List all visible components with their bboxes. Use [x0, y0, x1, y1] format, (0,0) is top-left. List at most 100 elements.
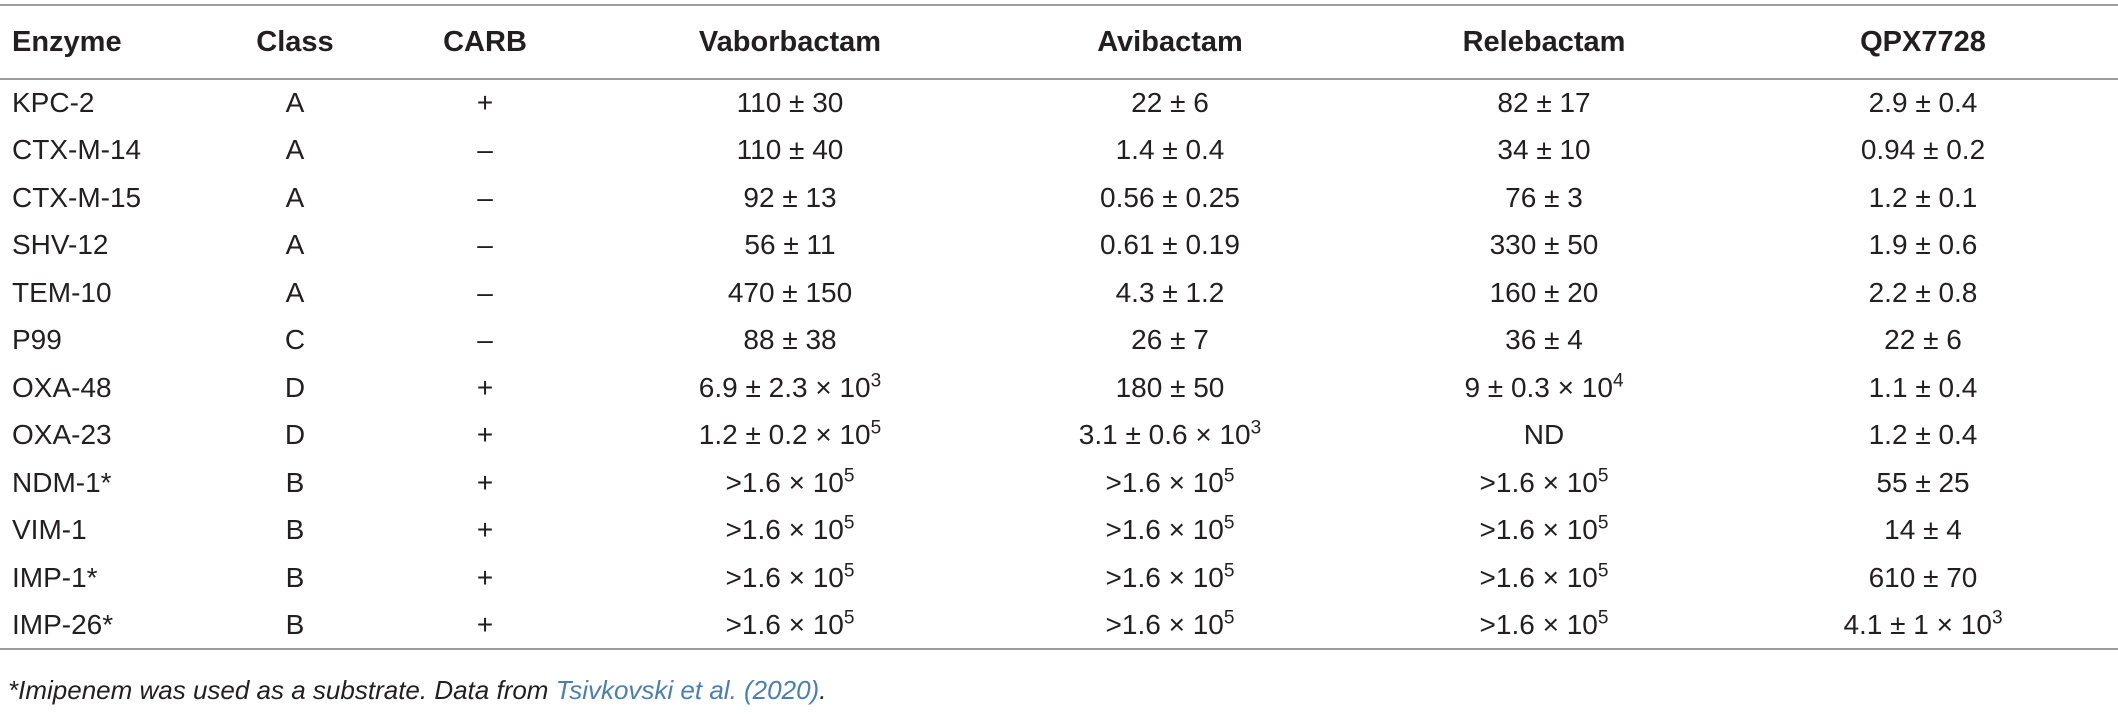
cell-class: A	[285, 276, 305, 308]
cell-relebactam: >1.6 × 105	[1479, 512, 1609, 546]
cell-enzyme: OXA-48	[12, 371, 112, 403]
table-row: TEM-10 A – 470 ± 150 4.3 ± 1.2 160 ± 20 2.2 ± …	[0, 269, 2118, 317]
cell-vaborbactam: 92 ± 13	[743, 181, 837, 213]
table-row: SHV-12 A – 56 ± 11 0.61 ± 0.19 330 ± 50 1.9 ± …	[0, 222, 2118, 270]
cell-relebactam: >1.6 × 105	[1479, 465, 1609, 498]
cell-relebactam: 76 ± 3	[1505, 181, 1583, 213]
table-row: CTX-M-15 A – 92 ± 13 0.56 ± 0.25 76 ± 3 1.2 ± …	[0, 174, 2118, 222]
cell-qpx7728: 4.1 ± 1 × 103	[1728, 601, 2118, 650]
cell-carb: +	[476, 514, 494, 546]
cell-qpx7728: 14 ± 4	[1884, 514, 1962, 546]
cell-enzyme: KPC-2	[12, 87, 95, 119]
cell-avibactam: 0.61 ± 0.19	[1100, 229, 1240, 261]
footnote-citation-link[interactable]: Tsivkovski et al. (2020)	[555, 675, 820, 705]
cell-relebactam: 330 ± 50	[1489, 229, 1599, 261]
cell-relebactam: ND	[1523, 419, 1565, 451]
cell-carb: +	[476, 466, 494, 498]
cell-vaborbactam: >1.6 × 105	[725, 465, 855, 498]
cell-enzyme: IMP-26*	[0, 601, 220, 650]
cell-qpx7728: 610 ± 70	[1868, 561, 1978, 593]
table-body: KPC-2 A +110 ± 30 22 ± 6 82 ± 17 2.9 ± 0.4 CTX…	[0, 79, 2118, 650]
cell-relebactam: >1.6 × 105	[1479, 560, 1609, 593]
table-row: NDM-1* B + >1.6 × 105 >1.6 × 105 >1.6 × 105 55…	[0, 459, 2118, 507]
table-row: OXA-23 D +1.2 ± 0.2 × 105 3.1 ± 0.6 × 103 ND…	[0, 412, 2118, 460]
cell-vaborbactam: 110 ± 40	[736, 134, 844, 166]
cell-class: B	[285, 514, 305, 546]
cell-vaborbactam: >1.6 × 105	[725, 560, 855, 593]
cell-vaborbactam: 470 ± 150	[727, 276, 853, 308]
cell-enzyme: CTX-M-15	[12, 181, 142, 213]
cell-avibactam: 3.1 ± 0.6 × 103	[1078, 417, 1262, 451]
cell-relebactam: 34 ± 10	[1497, 134, 1591, 166]
cell-avibactam: >1.6 × 105	[1105, 560, 1235, 593]
cell-qpx7728: 55 ± 25	[1876, 466, 1970, 498]
cell-class: A	[285, 134, 305, 166]
cell-enzyme: SHV-12	[12, 229, 109, 261]
cell-qpx7728: 1.2 ± 0.4	[1868, 419, 1978, 451]
cell-vaborbactam: >1.6 × 105	[600, 601, 980, 650]
cell-enzyme: CTX-M-14	[12, 134, 142, 166]
table-row: OXA-48 D +6.9 ± 2.3 × 103 180 ± 50 9 ± 0.3 ×…	[0, 364, 2118, 412]
cell-relebactam: 160 ± 20	[1489, 276, 1599, 308]
cell-class: A	[285, 87, 305, 119]
cell-class: A	[285, 181, 305, 213]
cell-qpx7728: 0.94 ± 0.2	[1860, 134, 1986, 166]
cell-carb: +	[476, 87, 494, 119]
table-row: CTX-M-14 A – 110 ± 40 1.4 ± 0.4 34 ± 10 0.94 ±…	[0, 127, 2118, 175]
cell-qpx7728: 1.2 ± 0.1	[1868, 181, 1978, 213]
cell-enzyme: IMP-1*	[12, 561, 98, 593]
cell-enzyme: P99	[12, 324, 62, 356]
cell-enzyme: OXA-23	[12, 419, 112, 451]
cell-class: D	[284, 419, 306, 451]
cell-avibactam: >1.6 × 105	[1105, 512, 1235, 546]
cell-class: C	[284, 324, 306, 356]
cell-relebactam: >1.6 × 105	[1360, 601, 1728, 650]
cell-avibactam: 0.56 ± 0.25	[1100, 181, 1240, 213]
table-row: IMP-1* B + >1.6 × 105 >1.6 × 105 >1.6 × 105 61…	[0, 554, 2118, 602]
table-row: KPC-2 A +110 ± 30 22 ± 6 82 ± 17 2.9 ± 0.4	[0, 79, 2118, 127]
col-header-class: Class	[220, 4, 370, 80]
col-header-qpx7728: QPX7728	[1728, 4, 2118, 80]
cell-carb: –	[477, 134, 493, 166]
cell-avibactam: >1.6 × 105	[1105, 465, 1235, 498]
col-header-avibactam: Avibactam	[980, 4, 1360, 80]
cell-class: B	[285, 561, 305, 593]
cell-vaborbactam: 88 ± 38	[743, 324, 837, 356]
cell-carb: –	[477, 181, 493, 213]
cell-qpx7728: 2.2 ± 0.8	[1868, 276, 1978, 308]
cell-relebactam: 36 ± 4	[1505, 324, 1583, 356]
cell-relebactam: 9 ± 0.3 × 104	[1464, 370, 1624, 403]
data-table: Enzyme Class CARB Vaborbactam Avibactam …	[0, 4, 2118, 650]
footnote: *Imipenem was used as a substrate. Data …	[8, 675, 826, 706]
cell-vaborbactam: >1.6 × 105	[725, 512, 855, 546]
col-header-vaborbactam: Vaborbactam	[600, 4, 980, 80]
table-row: P99 C – 88 ± 38 26 ± 7 36 ± 4 22 ± 6	[0, 317, 2118, 365]
cell-relebactam: 82 ± 17	[1497, 87, 1591, 119]
cell-enzyme: TEM-10	[12, 276, 112, 308]
cell-vaborbactam: 110 ± 30	[736, 87, 844, 119]
cell-qpx7728: 2.9 ± 0.4	[1868, 87, 1978, 119]
cell-avibactam: 4.3 ± 1.2	[1115, 276, 1225, 308]
cell-class: A	[285, 229, 305, 261]
cell-carb: +	[476, 561, 494, 593]
cell-enzyme: VIM-1	[12, 514, 87, 546]
cell-qpx7728: 1.1 ± 0.4	[1868, 371, 1978, 403]
cell-class: D	[284, 371, 306, 403]
cell-carb: +	[370, 601, 600, 650]
cell-avibactam: 26 ± 7	[1131, 324, 1209, 356]
cell-carb: –	[477, 229, 493, 261]
footnote-text: *Imipenem was used as a substrate. Data …	[8, 675, 556, 705]
cell-avibactam: >1.6 × 105	[980, 601, 1360, 650]
header-row: Enzyme Class CARB Vaborbactam Avibactam …	[0, 4, 2118, 80]
cell-vaborbactam: 56 ± 11	[744, 229, 836, 261]
cell-class: B	[285, 466, 305, 498]
table-row: VIM-1 B + >1.6 × 105 >1.6 × 105 >1.6 × 105 14 …	[0, 507, 2118, 555]
col-header-relebactam: Relebactam	[1360, 4, 1728, 80]
cell-vaborbactam: 6.9 ± 2.3 × 103	[698, 370, 882, 403]
cell-qpx7728: 22 ± 6	[1884, 324, 1962, 356]
table-row: IMP-26* B + >1.6 × 105 >1.6 × 105 >1.6 × 105 4…	[0, 601, 2118, 650]
cell-avibactam: 1.4 ± 0.4	[1115, 134, 1225, 166]
cell-carb: –	[477, 324, 493, 356]
cell-carb: –	[477, 276, 493, 308]
